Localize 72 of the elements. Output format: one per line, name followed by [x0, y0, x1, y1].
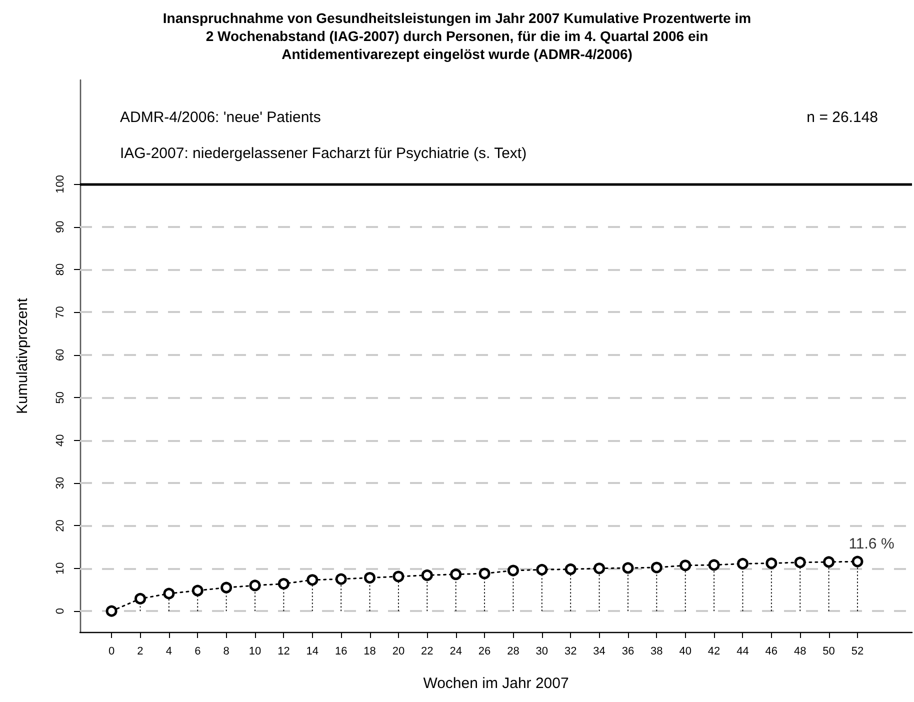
- y-tick-label: 10: [54, 562, 66, 575]
- x-tick-label: 14: [306, 646, 319, 658]
- point: [507, 564, 519, 576]
- x-tick-label: 46: [765, 646, 778, 658]
- y-tick-label: 100: [54, 174, 66, 194]
- point: [163, 588, 175, 600]
- x-tick-label: 2: [137, 646, 144, 658]
- x-tick-label: 48: [794, 646, 806, 658]
- point: [278, 578, 290, 590]
- point: [421, 569, 433, 581]
- y-tick-label: 60: [54, 348, 66, 362]
- x-tick-label: 36: [622, 646, 634, 658]
- point: [766, 558, 778, 570]
- point: [536, 564, 548, 576]
- y-tick-label: 20: [54, 520, 66, 532]
- x-tick-label: 52: [851, 646, 864, 658]
- y-tick-label: 70: [54, 306, 66, 318]
- y-tick-label: 0: [54, 608, 66, 614]
- point: [708, 559, 720, 571]
- x-tick-label: 12: [278, 646, 290, 658]
- x-tick-label: 4: [166, 646, 172, 658]
- x-tick-label: 42: [708, 646, 720, 658]
- x-axis-title: Wochen im Jahr 2007: [423, 675, 569, 692]
- point: [450, 568, 462, 580]
- y-tick-label: 90: [54, 220, 66, 233]
- annotation: IAG-2007: niedergelassener Facharzt für Psychiatrie (s. Text): [120, 145, 527, 162]
- x-tick-label: 34: [593, 646, 606, 658]
- point: [594, 562, 606, 574]
- x-tick-label: 50: [822, 646, 835, 658]
- point: [392, 570, 404, 582]
- y-tick-label: 50: [54, 392, 66, 404]
- x-tick-label: 24: [450, 646, 462, 658]
- x-tick-label: 0: [108, 646, 115, 658]
- y-tick-label: 30: [54, 476, 66, 490]
- x-tick-label: 40: [679, 646, 692, 658]
- y-axis-title: Kumulativprozent: [14, 297, 31, 414]
- point: [364, 572, 376, 584]
- point: [823, 556, 835, 568]
- x-tick-label: 38: [650, 646, 663, 658]
- annotation: n = 26.148: [806, 109, 878, 126]
- point: [680, 560, 692, 572]
- x-tick-label: 44: [736, 646, 749, 658]
- x-tick-label: 30: [536, 646, 548, 658]
- point: [335, 573, 347, 585]
- point: [478, 568, 490, 580]
- point: [134, 592, 146, 604]
- annotation: 11.6 %: [848, 536, 894, 553]
- x-tick-label: 20: [392, 646, 405, 658]
- x-tick-label: 10: [248, 646, 262, 658]
- point: [852, 556, 864, 568]
- x-tick-label: 18: [364, 646, 376, 658]
- annotation: ADMR-4/2006: 'neue' Patients: [120, 109, 321, 126]
- x-tick-label: 16: [334, 646, 348, 658]
- x-tick-label: 8: [223, 646, 230, 658]
- x-tick-label: 22: [421, 646, 434, 658]
- x-tick-label: 28: [507, 646, 520, 658]
- point: [249, 580, 261, 592]
- point: [622, 562, 634, 574]
- point: [564, 563, 576, 575]
- point: [192, 584, 204, 596]
- point: [650, 562, 662, 574]
- x-tick-label: 26: [478, 646, 491, 658]
- point: [736, 558, 748, 570]
- y-tick-label: 40: [54, 434, 66, 446]
- y-tick-label: 80: [54, 263, 66, 276]
- point: [220, 582, 232, 594]
- chart-title: Inanspruchnahme von Gesundheitsleistungen im Jahr 2007 Kumulative Prozentwerte im 2 Wochenabstand (IAG-2007) durch Personen, für die im 4. Quartal 2006 ein Antidementivarezept eingelöst wurde (ADMR-4/2006): [162, 10, 752, 62]
- point: [794, 556, 806, 568]
- x-tick-label: 32: [564, 646, 577, 658]
- x-tick-label: 6: [194, 646, 201, 658]
- point: [306, 574, 318, 586]
- point: [106, 605, 118, 617]
